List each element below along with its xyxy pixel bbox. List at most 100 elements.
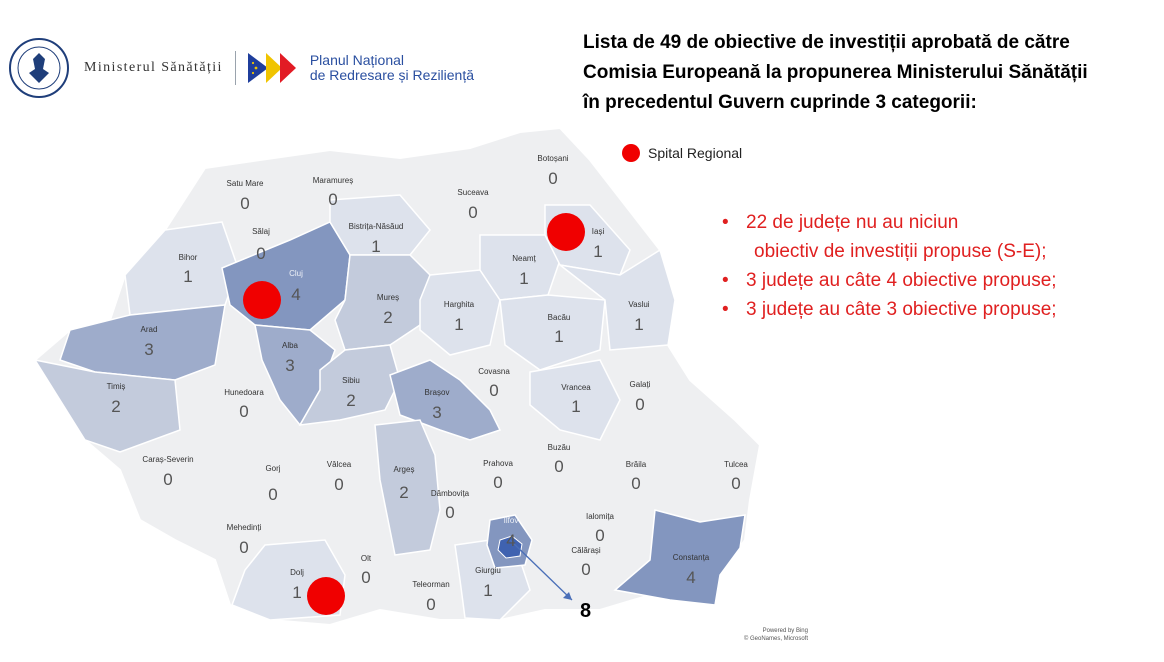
county-value: 3 <box>285 356 294 375</box>
county-value: 2 <box>111 397 120 416</box>
county-name: Ialomița <box>586 512 615 521</box>
county-name: Gorj <box>265 464 280 473</box>
county-shape-bacau <box>499 294 606 371</box>
county-name: Arad <box>141 325 158 334</box>
pnrr-line-2: de Redresare și Reziliență <box>309 67 475 83</box>
attribution-line-1: Powered by Bing <box>762 628 808 634</box>
county-shape-vrancea <box>529 359 621 441</box>
county-value: 1 <box>593 242 602 261</box>
county-shape-bihor <box>124 221 239 316</box>
ministry-name: Ministerul Sănătății <box>84 60 223 75</box>
county-value: 3 <box>432 403 441 422</box>
pnrr-title: Planul Național de Redresare și Rezilien… <box>310 53 474 83</box>
county-shape-constanta <box>613 509 746 606</box>
county-value: 0 <box>548 169 557 188</box>
county-value: 2 <box>346 391 355 410</box>
county-name: Călărași <box>571 546 601 555</box>
county-value: 3 <box>144 340 153 359</box>
headline: Lista de 49 de obiective de investiții a… <box>583 28 1158 118</box>
county-value: 0 <box>581 560 590 579</box>
county-name: Maramureș <box>313 176 353 185</box>
county-shape-sibiu <box>298 344 401 426</box>
county-value: 0 <box>239 402 248 421</box>
county-value: 4 <box>686 568 695 587</box>
county-value: 0 <box>445 503 454 522</box>
county-name: Bacău <box>548 313 571 322</box>
county-name: Sălaj <box>252 227 270 236</box>
county-name: Hunedoara <box>224 388 264 397</box>
county-value: 0 <box>731 474 740 493</box>
county-value: 0 <box>595 526 604 545</box>
county-name: Teleorman <box>412 580 449 589</box>
summary-bullets: • 22 de județe nu au niciun obiectiv de … <box>722 208 1152 324</box>
county-name: Iași <box>592 227 605 236</box>
county-value: 0 <box>334 475 343 494</box>
county-shape-arges <box>374 419 441 556</box>
county-name: Vrancea <box>561 383 591 392</box>
bullet-item: • 22 de județe nu au niciun <box>722 208 1152 237</box>
headline-line-2: Comisia Europeană la propunerea Minister… <box>583 62 1088 83</box>
county-value: 0 <box>163 470 172 489</box>
county-name: Harghita <box>444 300 475 309</box>
county-value: 0 <box>240 194 249 213</box>
county-value: 0 <box>328 190 337 209</box>
county-value: 0 <box>631 474 640 493</box>
bullet-continuation: obiectiv de investiții propuse (S-E); <box>722 237 1152 266</box>
map-legend: Spital Regional <box>622 144 742 162</box>
county-value: 1 <box>183 267 192 286</box>
header-divider <box>234 51 236 85</box>
pnrr-line-1: Planul Național <box>309 52 404 68</box>
government-emblem-icon <box>9 38 69 98</box>
bucharest-count-callout: 8 <box>580 600 592 622</box>
bullet-dot-icon: • <box>722 270 729 291</box>
county-name: Constanța <box>673 553 710 562</box>
county-value: 1 <box>292 583 301 602</box>
county-name: Mureș <box>377 293 399 302</box>
county-shape-vaslui <box>559 248 676 351</box>
bullet-item: • 3 județe au câte 4 obiective propuse; <box>722 266 1152 295</box>
county-name: Alba <box>282 341 299 350</box>
county-value: 1 <box>519 269 528 288</box>
county-name: Bistrița-Năsăud <box>349 222 404 231</box>
county-value: 2 <box>399 483 408 502</box>
county-name: Galați <box>630 380 651 389</box>
county-name: Covasna <box>478 367 510 376</box>
county-name: Mehedinți <box>227 523 262 532</box>
bullet-item: • 3 județe au câte 3 obiective propuse; <box>722 295 1152 324</box>
county-shape-arad <box>59 304 226 381</box>
county-shape-timis <box>33 358 181 453</box>
county-shape-bucharest <box>497 535 523 559</box>
county-labels: Satu Mare 0 Maramureș 0 Botoșani 0 Sucea… <box>107 154 749 614</box>
legend-label: Spital Regional <box>648 145 743 161</box>
county-name: Buzău <box>548 443 571 452</box>
county-value: 0 <box>489 381 498 400</box>
county-value: 2 <box>383 308 392 327</box>
county-name: Timiș <box>107 382 126 391</box>
bullet-dot-icon: • <box>722 212 729 233</box>
bullet-text: 3 județe au câte 3 obiective propuse; <box>746 299 1057 320</box>
county-name: Olt <box>361 554 372 563</box>
county-value: 0 <box>256 244 265 263</box>
county-value: 0 <box>361 568 370 587</box>
bullet-text: 3 județe au câte 4 obiective propuse; <box>746 270 1057 291</box>
headline-line-1: Lista de 49 de obiective de investiții a… <box>583 32 1070 53</box>
county-value: 1 <box>483 581 492 600</box>
county-name: Sibiu <box>342 376 360 385</box>
bullet-dot-icon: • <box>722 299 729 320</box>
county-name: Prahova <box>483 459 513 468</box>
county-name: Satu Mare <box>227 179 264 188</box>
map-attribution: Powered by Bing © GeoNames, Microsoft <box>738 627 808 643</box>
county-value: 1 <box>554 327 563 346</box>
county-name: Vâlcea <box>327 460 352 469</box>
county-name: Dâmbovița <box>431 489 470 498</box>
county-name: Suceava <box>457 188 489 197</box>
county-value: 1 <box>571 397 580 416</box>
county-value: 0 <box>268 485 277 504</box>
bucharest-callout-line <box>509 539 573 601</box>
county-value: 0 <box>554 457 563 476</box>
county-name: Brăila <box>626 460 647 469</box>
county-value: 1 <box>634 315 643 334</box>
county-value: 1 <box>454 315 463 334</box>
county-value: 0 <box>635 395 644 414</box>
